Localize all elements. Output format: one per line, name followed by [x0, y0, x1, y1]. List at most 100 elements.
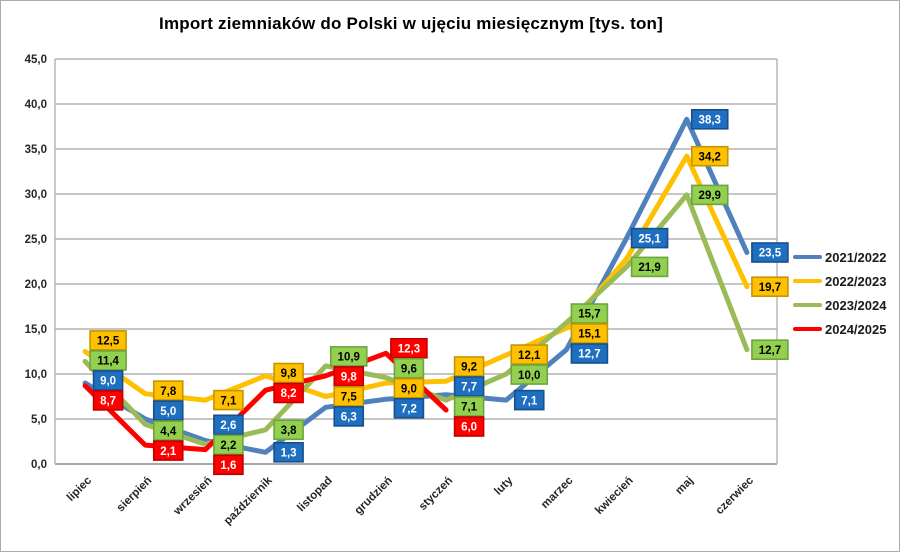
data-label: 9,2	[453, 356, 485, 377]
data-label: 1,3	[273, 441, 304, 463]
x-axis-label: styczeń	[417, 475, 455, 513]
data-label-box	[393, 377, 425, 399]
legend: 2021/2022 2022/2023 2023/2024 2024/2025	[793, 249, 887, 337]
data-label-box	[690, 145, 729, 167]
x-axis-label: sierpień	[115, 475, 155, 515]
data-label: 29,9	[690, 184, 729, 206]
y-axis-tick-label: 15,0	[25, 324, 47, 336]
data-label: 2,1	[152, 440, 184, 461]
series-line-2024-2025	[82, 350, 449, 453]
data-label: 38,3	[690, 109, 729, 130]
data-label-text: 5,0	[160, 406, 176, 418]
data-label-box	[453, 416, 485, 437]
data-label-text: 23,5	[759, 248, 782, 260]
y-axis-tick-label: 30,0	[25, 189, 47, 201]
data-label-text: 12,1	[518, 350, 541, 362]
data-label-box	[92, 390, 124, 411]
x-axis-label: październik	[222, 474, 275, 527]
data-label-box	[89, 330, 127, 351]
legend-item-2022-2023: 2022/2023	[793, 273, 887, 289]
data-label: 7,8	[152, 380, 184, 401]
data-label: 9,6	[393, 357, 425, 379]
data-label-box	[751, 242, 789, 263]
data-label-box	[89, 350, 127, 371]
data-label-text: 19,7	[759, 282, 781, 294]
data-label: 7,1	[213, 389, 244, 411]
data-label-box	[453, 396, 485, 417]
data-label-box	[393, 357, 425, 379]
y-axis-tick-label: 20,0	[25, 279, 47, 291]
data-label-box	[152, 400, 184, 421]
data-label-box	[630, 256, 669, 278]
x-axis-label: czerwiec	[714, 474, 757, 517]
data-label: 4,4	[152, 420, 184, 441]
data-label-box	[690, 109, 729, 130]
data-label-text: 2,6	[220, 420, 236, 432]
x-axis-label: maj	[673, 475, 696, 498]
data-label-box	[570, 303, 609, 324]
y-axis-tick-label: 25,0	[25, 234, 47, 246]
data-label-text: 7,8	[160, 386, 177, 398]
data-label-text: 7,2	[401, 403, 417, 415]
data-label-box	[333, 386, 365, 407]
data-label-text: 7,1	[461, 402, 478, 414]
legend-marker	[793, 327, 822, 331]
data-label: 7,7	[453, 376, 485, 397]
legend-label: 2022/2023	[825, 273, 887, 289]
y-axis-tick-label: 0,0	[31, 459, 47, 471]
data-label-text: 4,4	[160, 426, 177, 438]
data-label-box	[453, 356, 485, 377]
legend-marker	[793, 255, 822, 259]
data-label-text: 3,8	[281, 425, 298, 437]
data-label-text: 9,8	[281, 368, 298, 380]
data-label: 6,0	[453, 416, 485, 437]
data-label-text: 7,5	[341, 392, 358, 404]
data-label: 2,2	[213, 434, 244, 456]
data-label: 9,0	[92, 370, 124, 391]
data-label-text: 12,7	[759, 345, 781, 357]
data-label-text: 6,3	[341, 412, 357, 424]
data-label: 9,8	[273, 362, 304, 384]
data-label: 12,1	[510, 344, 549, 365]
legend-marker	[793, 279, 822, 283]
data-label-box	[510, 344, 549, 365]
data-label-box	[513, 389, 545, 411]
data-label: 7,5	[333, 386, 365, 407]
data-label: 9,0	[393, 377, 425, 399]
legend-label: 2021/2022	[825, 249, 887, 265]
x-axis-label: lipiec	[65, 474, 95, 504]
legend-marker	[793, 303, 822, 307]
data-label-box	[213, 389, 244, 411]
data-label-box	[751, 276, 789, 298]
data-label-box	[213, 434, 244, 456]
data-label-text: 10,0	[518, 370, 540, 382]
data-label-text: 11,4	[97, 356, 119, 368]
data-label-box	[630, 227, 669, 249]
data-label-box	[273, 441, 304, 463]
x-axis-label: luty	[492, 474, 515, 497]
data-label-text: 1,3	[281, 448, 297, 460]
data-label: 7,1	[513, 389, 545, 411]
x-axis-label: grudzień	[353, 475, 395, 517]
y-axis-tick-label: 40,0	[25, 99, 47, 111]
data-label: 19,7	[751, 276, 789, 298]
data-label-box	[273, 419, 304, 441]
data-label-box	[393, 397, 425, 419]
data-label-text: 38,3	[699, 115, 721, 127]
chart-title: Import ziemniaków do Polski w ujęciu mie…	[159, 14, 663, 33]
data-label-text: 12,3	[398, 343, 420, 355]
data-label-box	[273, 362, 304, 384]
data-label-text: 2,1	[160, 446, 177, 458]
data-label: 3,8	[273, 419, 304, 441]
y-axis-tick-label: 5,0	[31, 414, 47, 426]
data-label-text: 15,7	[578, 309, 600, 321]
data-label-text: 7,1	[521, 395, 538, 407]
data-label-text: 2,2	[220, 440, 236, 452]
data-label: 8,7	[92, 390, 124, 411]
data-label: 15,7	[570, 303, 609, 324]
data-label-box	[213, 454, 244, 476]
data-label-text: 7,1	[220, 395, 237, 407]
x-axis-label: kwiecień	[593, 475, 635, 517]
